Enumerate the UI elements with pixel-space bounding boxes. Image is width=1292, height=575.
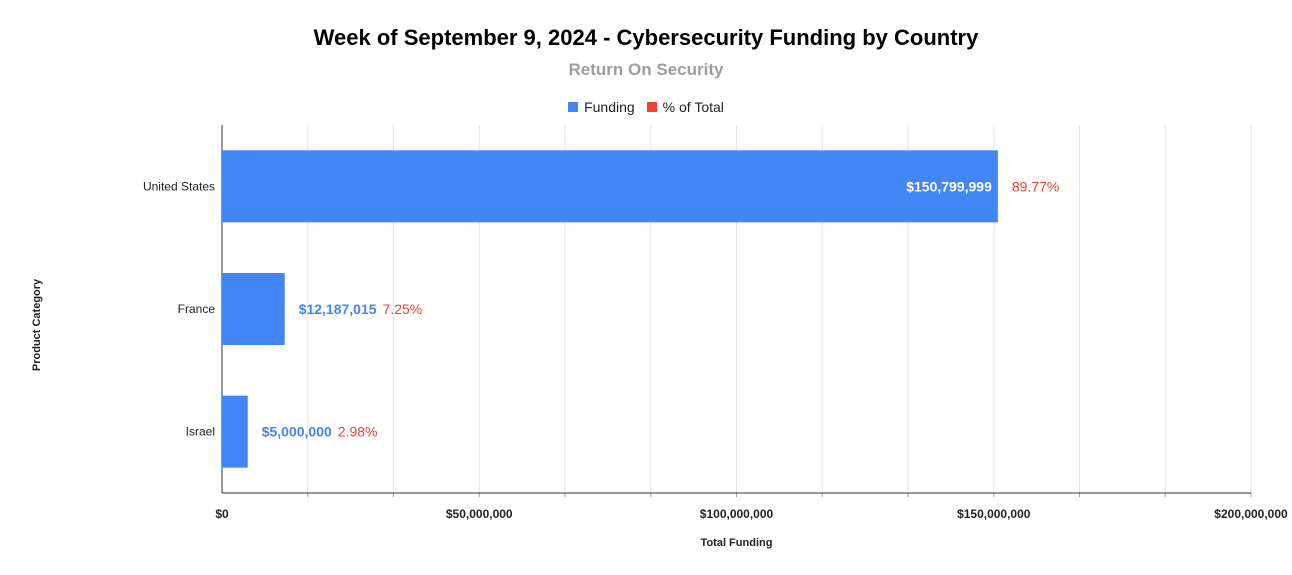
category-label: France [178, 302, 216, 316]
x-tick-label: $50,000,000 [446, 507, 513, 521]
bar-funding [222, 395, 248, 468]
x-axis-title: Total Funding [701, 537, 773, 549]
percent-label: 2.98% [338, 424, 378, 440]
x-tick-label: $200,000,000 [1214, 507, 1288, 521]
percent-label: 7.25% [383, 301, 423, 317]
category-label: United States [143, 179, 215, 193]
chart-legend: Funding % of Total [0, 99, 1292, 115]
x-tick-label: $100,000,000 [700, 507, 774, 521]
x-tick-label: $150,000,000 [957, 507, 1031, 521]
bar-funding [222, 273, 285, 345]
legend-label-percent: % of Total [662, 99, 724, 115]
y-axis-title: Product Category [31, 278, 43, 371]
x-tick-label: $0 [215, 507, 229, 521]
legend-swatch-funding [568, 102, 579, 112]
category-label: Israel [186, 425, 215, 439]
legend-label-funding: Funding [584, 99, 635, 115]
percent-label: 89.77% [1012, 178, 1059, 194]
bar-value-label: $5,000,000 [262, 424, 332, 440]
bar-value-label: $150,799,999 [906, 178, 992, 194]
legend-entry-funding[interactable]: Funding [568, 99, 635, 115]
legend-swatch-percent [646, 102, 657, 112]
legend-entry-percent[interactable]: % of Total [646, 99, 724, 115]
bar-funding [222, 150, 998, 223]
bar-value-label: $12,187,015 [299, 301, 377, 317]
chart-subtitle: Return On Security [568, 60, 724, 79]
chart-title: Week of September 9, 2024 - Cybersecurit… [313, 25, 979, 50]
